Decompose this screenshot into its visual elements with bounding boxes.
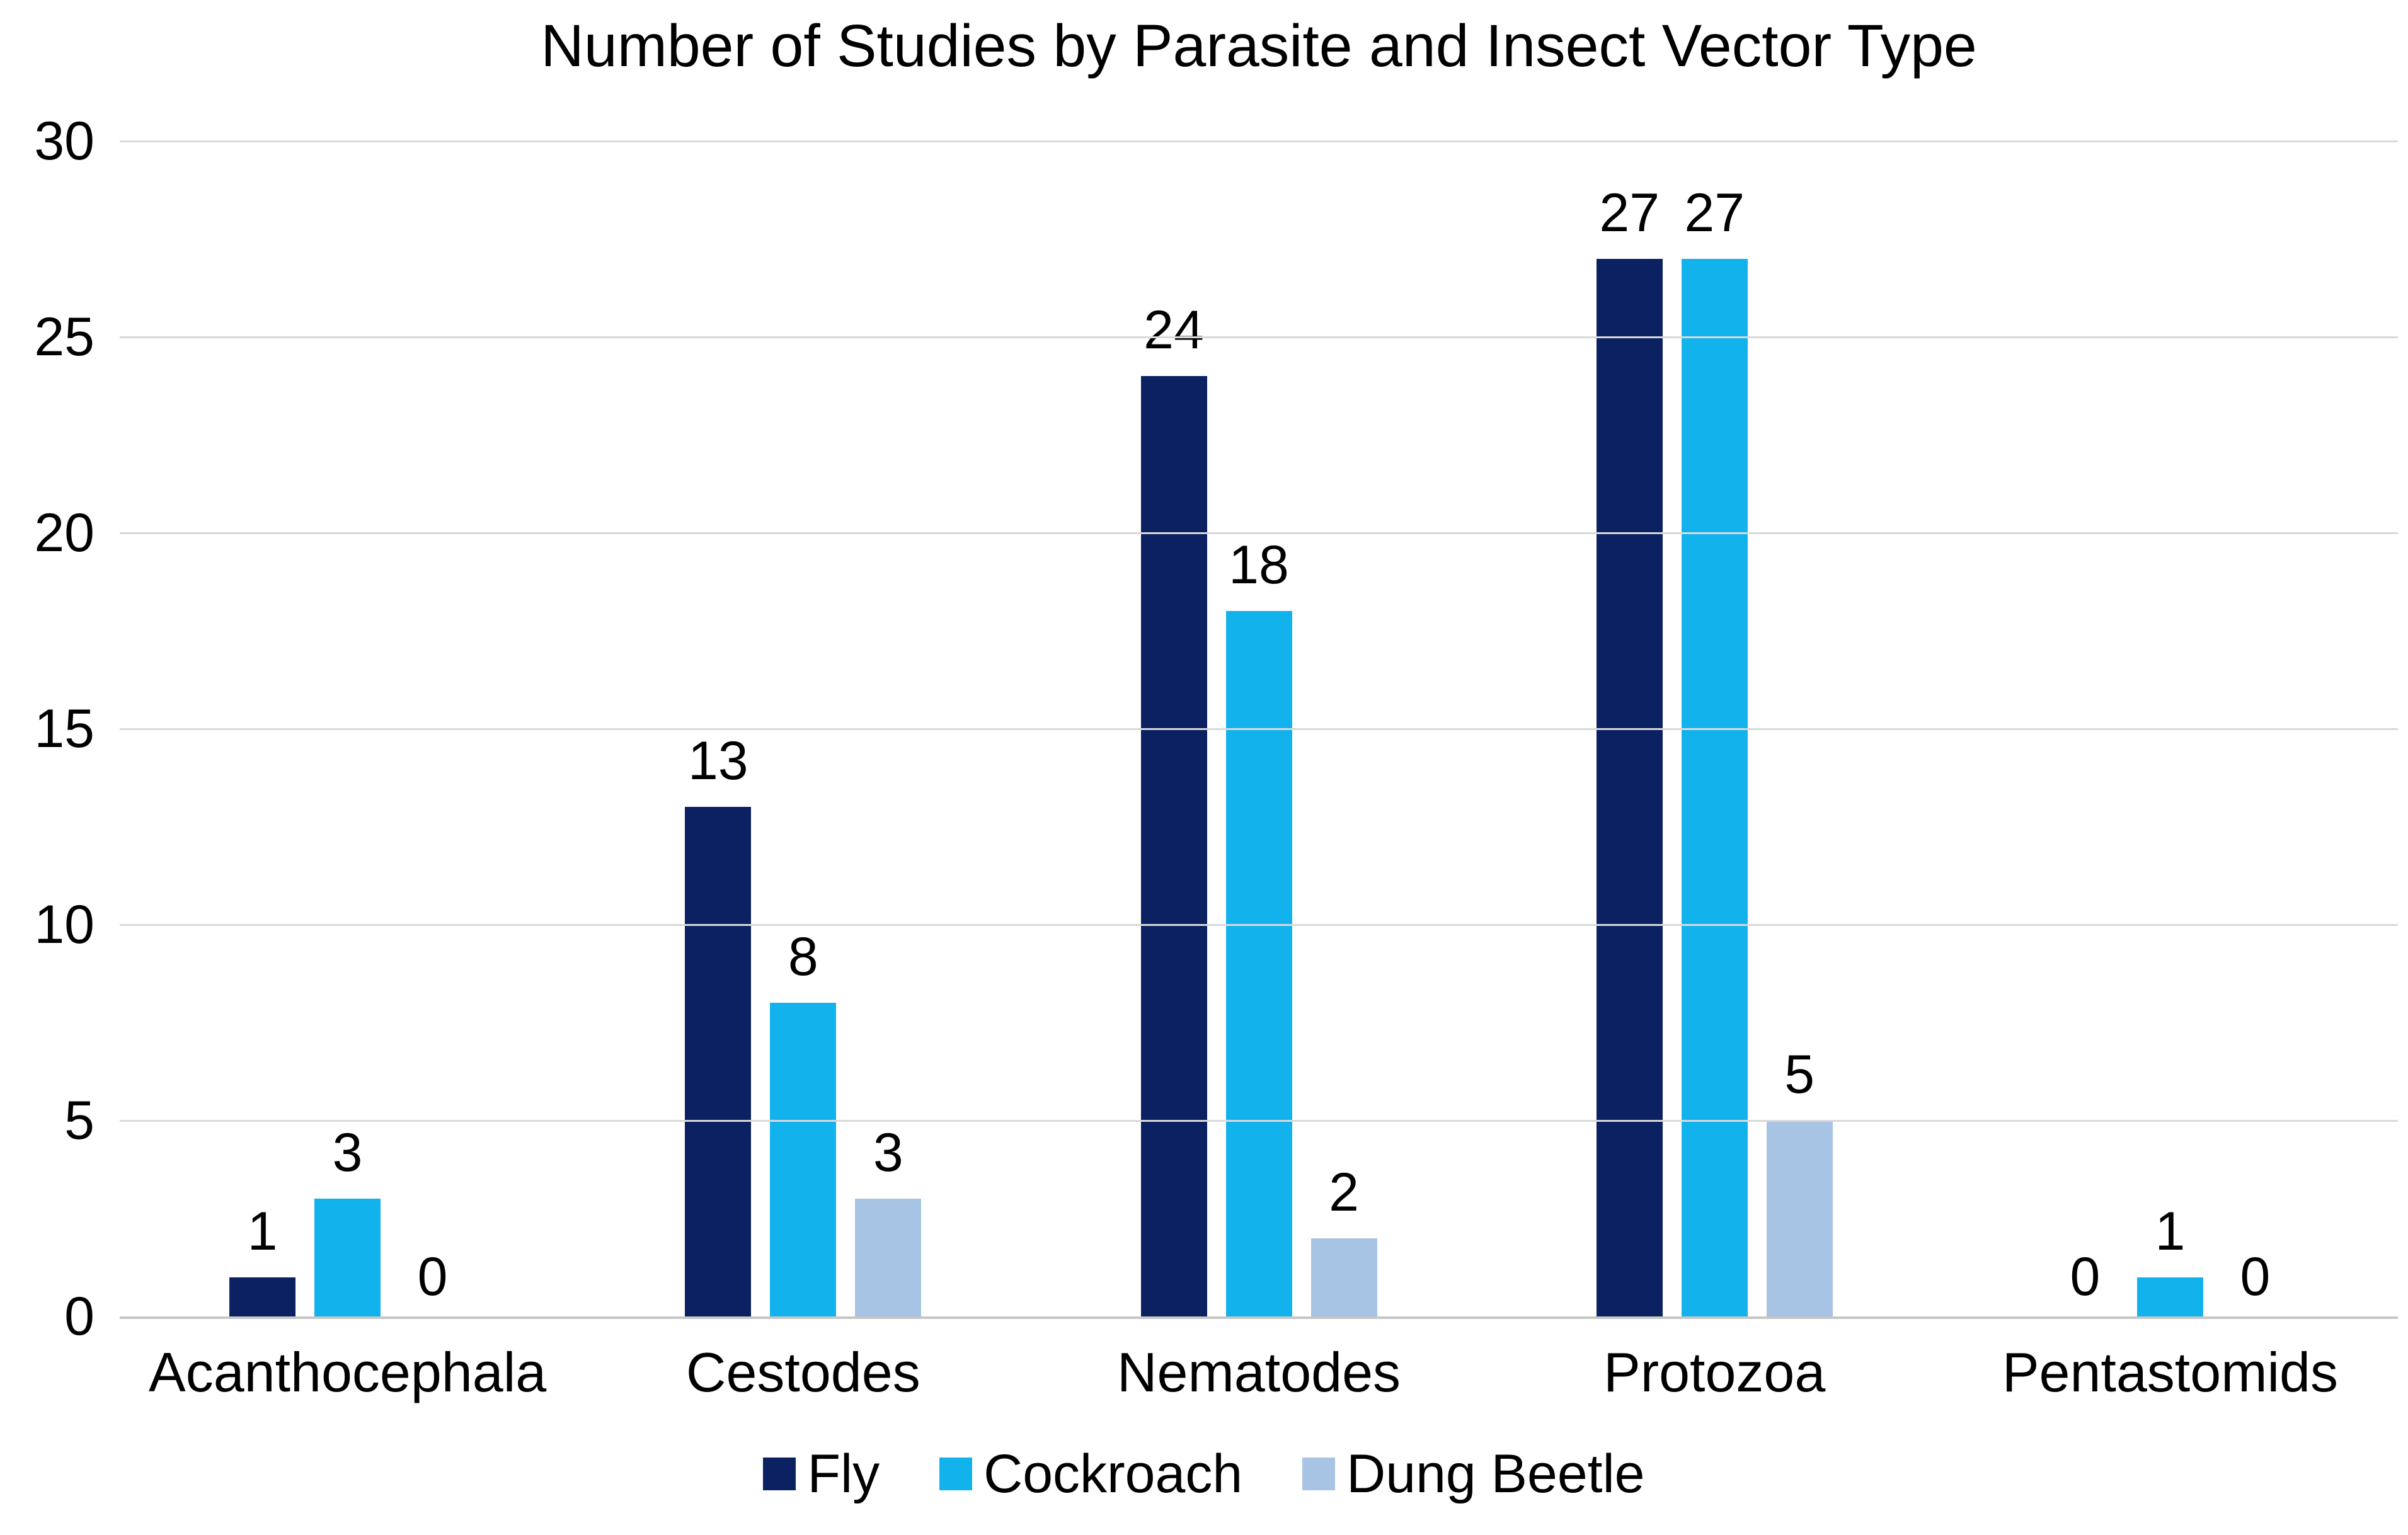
legend-item-fly: Fly [763,1444,880,1504]
bar-value-label-dung-beetle-acanthocephala: 0 [417,1247,448,1307]
bar-slot-dung-beetle-nematodes: 2 [1310,141,1377,1316]
gridline-y-25 [120,336,2398,338]
bar-group-cestodes: 13 8 3 [575,141,1031,1316]
legend-label-dung-beetle: Dung Beetle [1346,1444,1645,1504]
bar-slot-cockroach-protozoa: 27 [1681,141,1748,1316]
x-axis-category-label-cestodes: Cestodes [685,1341,920,1403]
bar-value-label-dung-beetle-cestodes: 3 [873,1122,903,1184]
y-axis-tick-label-10: 10 [34,894,95,955]
y-axis-tick-label-25: 25 [34,307,95,367]
bar-slot-dung-beetle-protozoa: 5 [1766,141,1833,1316]
bar-slot-dung-beetle-cestodes: 3 [855,141,922,1316]
bar-value-label-cockroach-acanthocephala: 3 [332,1122,363,1184]
bar-slot-fly-acanthocephala: 1 [229,141,296,1316]
bar-value-label-dung-beetle-nematodes: 2 [1329,1161,1359,1223]
legend-label-fly: Fly [807,1444,880,1504]
x-axis-category-label-pentastomids: Pentastomids [2002,1341,2338,1403]
bar-slot-cockroach-pentastomids: 1 [2136,141,2203,1316]
bar-slot-fly-cestodes: 13 [685,141,752,1316]
bar-value-label-fly-protozoa: 27 [1599,182,1660,243]
bar-value-label-cockroach-protozoa: 27 [1684,182,1745,243]
bar-cockroach-pentastomids [2136,1277,2203,1316]
legend-item-cockroach: Cockroach [939,1444,1242,1504]
bar-value-label-cockroach-pentastomids: 1 [2155,1201,2186,1262]
bar-slot-fly-pentastomids: 0 [2052,141,2118,1316]
x-axis-category-label-nematodes: Nematodes [1117,1341,1401,1403]
bar-slot-dung-beetle-acanthocephala: 0 [399,141,466,1316]
bar-fly-cestodes [685,807,752,1316]
bar-value-label-cockroach-nematodes: 18 [1229,535,1289,596]
bar-value-label-cockroach-cestodes: 8 [788,927,818,988]
bar-cockroach-protozoa [1681,258,1748,1316]
x-axis-category-label-acanthocephala: Acanthocephala [149,1341,547,1403]
chart-title: Number of Studies by Parasite and Insect… [541,13,1977,79]
gridline-y-15 [120,728,2398,730]
bar-slot-fly-protozoa: 27 [1596,141,1663,1316]
y-axis-tick-label-0: 0 [64,1286,95,1347]
bar-value-label-dung-beetle-protozoa: 5 [1784,1044,1815,1105]
bar-slot-dung-beetle-pentastomids: 0 [2222,141,2288,1316]
x-axis-labels: Acanthocephala Cestodes Nematodes Protozoa P… [120,1338,2398,1407]
gridline-y-5 [120,1120,2398,1122]
bar-value-label-fly-cestodes: 13 [687,731,748,792]
legend-swatch-dung-beetle [1302,1458,1336,1490]
bar-cockroach-cestodes [770,1003,837,1316]
bar-fly-acanthocephala [229,1277,296,1316]
y-axis-tick-label-20: 20 [34,503,95,563]
gridline-y-10 [120,924,2398,926]
plot-area: 1 3 0 13 8 3 24 18 2 27 27 5 0 1 0 [120,140,2398,1319]
y-axis-tick-label-30: 30 [34,111,95,171]
bar-fly-protozoa [1596,258,1663,1316]
bar-cockroach-nematodes [1225,611,1292,1316]
bar-dung-beetle-nematodes [1310,1238,1377,1316]
bar-fly-nematodes [1140,376,1207,1316]
y-axis-tick-label-5: 5 [64,1090,95,1151]
legend-label-cockroach: Cockroach [983,1444,1243,1504]
bar-dung-beetle-cestodes [855,1199,922,1316]
legend-item-dung-beetle: Dung Beetle [1302,1444,1645,1504]
gridline-y-30 [120,140,2398,142]
bar-cockroach-acanthocephala [314,1199,381,1316]
legend-swatch-cockroach [939,1458,973,1490]
bar-dung-beetle-protozoa [1766,1121,1833,1316]
legend-swatch-fly [763,1458,796,1490]
legend: Fly Cockroach Dung Beetle [0,1444,2408,1504]
gridline-y-20 [120,532,2398,534]
x-axis-line [120,1316,2398,1319]
y-axis-tick-label-15: 15 [34,699,95,759]
bar-value-label-fly-acanthocephala: 1 [247,1201,278,1262]
bar-slot-cockroach-cestodes: 8 [770,141,837,1316]
bar-value-label-dung-beetle-pentastomids: 0 [2240,1247,2271,1307]
bar-group-protozoa: 27 27 5 [1487,141,1942,1316]
bar-value-label-fly-pentastomids: 0 [2070,1247,2101,1307]
bar-slot-cockroach-acanthocephala: 3 [314,141,381,1316]
bar-value-label-fly-nematodes: 24 [1144,300,1204,361]
bar-groups: 1 3 0 13 8 3 24 18 2 27 27 5 0 1 0 [120,141,2398,1316]
x-axis-category-label-protozoa: Protozoa [1603,1341,1826,1403]
